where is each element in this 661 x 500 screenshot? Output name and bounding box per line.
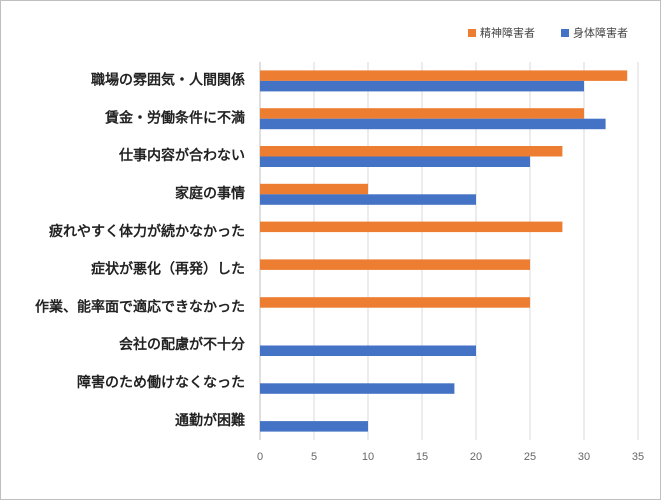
bar xyxy=(260,259,530,270)
bar xyxy=(260,80,584,92)
bar xyxy=(260,183,368,195)
bar xyxy=(260,194,476,205)
x-tick-label: 10 xyxy=(362,451,374,463)
x-tick-label: 25 xyxy=(524,451,536,463)
x-tick-label: 5 xyxy=(311,451,317,463)
legend-swatch xyxy=(561,29,569,37)
x-tick-label: 20 xyxy=(470,451,482,463)
bar xyxy=(260,108,584,119)
y-tick-label: 症状が悪化（再発）した xyxy=(91,261,245,277)
bar xyxy=(260,70,628,81)
x-tick-label: 15 xyxy=(416,451,428,463)
bar xyxy=(260,421,368,432)
x-tick-label: 0 xyxy=(257,451,263,463)
bar xyxy=(260,118,606,130)
y-tick-label: 家庭の事情 xyxy=(175,185,245,201)
bar xyxy=(260,146,563,157)
legend-label: 身体障害者 xyxy=(573,25,628,39)
y-tick-label: 障害のため働けなくなった xyxy=(77,374,245,390)
y-tick-label: 仕事内容が合わない xyxy=(118,147,245,163)
bar xyxy=(260,297,530,308)
bar xyxy=(260,383,455,394)
y-tick-label: 疲れやすく体力が続かなかった xyxy=(49,223,245,239)
bar xyxy=(260,345,476,356)
legend-swatch xyxy=(468,29,476,37)
y-tick-label: 職場の雰囲気・人間関係 xyxy=(91,72,245,88)
y-tick-label: 会社の配慮が不十分 xyxy=(119,336,245,352)
x-tick-label: 35 xyxy=(632,451,644,463)
y-tick-label: 作業、能率面で適応できなかった xyxy=(35,298,245,314)
y-tick-label: 賃金・労働条件に不満 xyxy=(104,109,245,125)
x-tick-label: 30 xyxy=(578,451,590,463)
bar xyxy=(260,221,563,233)
y-tick-label: 通勤が困難 xyxy=(175,412,245,428)
legend-label: 精神障害者 xyxy=(480,25,535,39)
bar xyxy=(260,156,530,167)
